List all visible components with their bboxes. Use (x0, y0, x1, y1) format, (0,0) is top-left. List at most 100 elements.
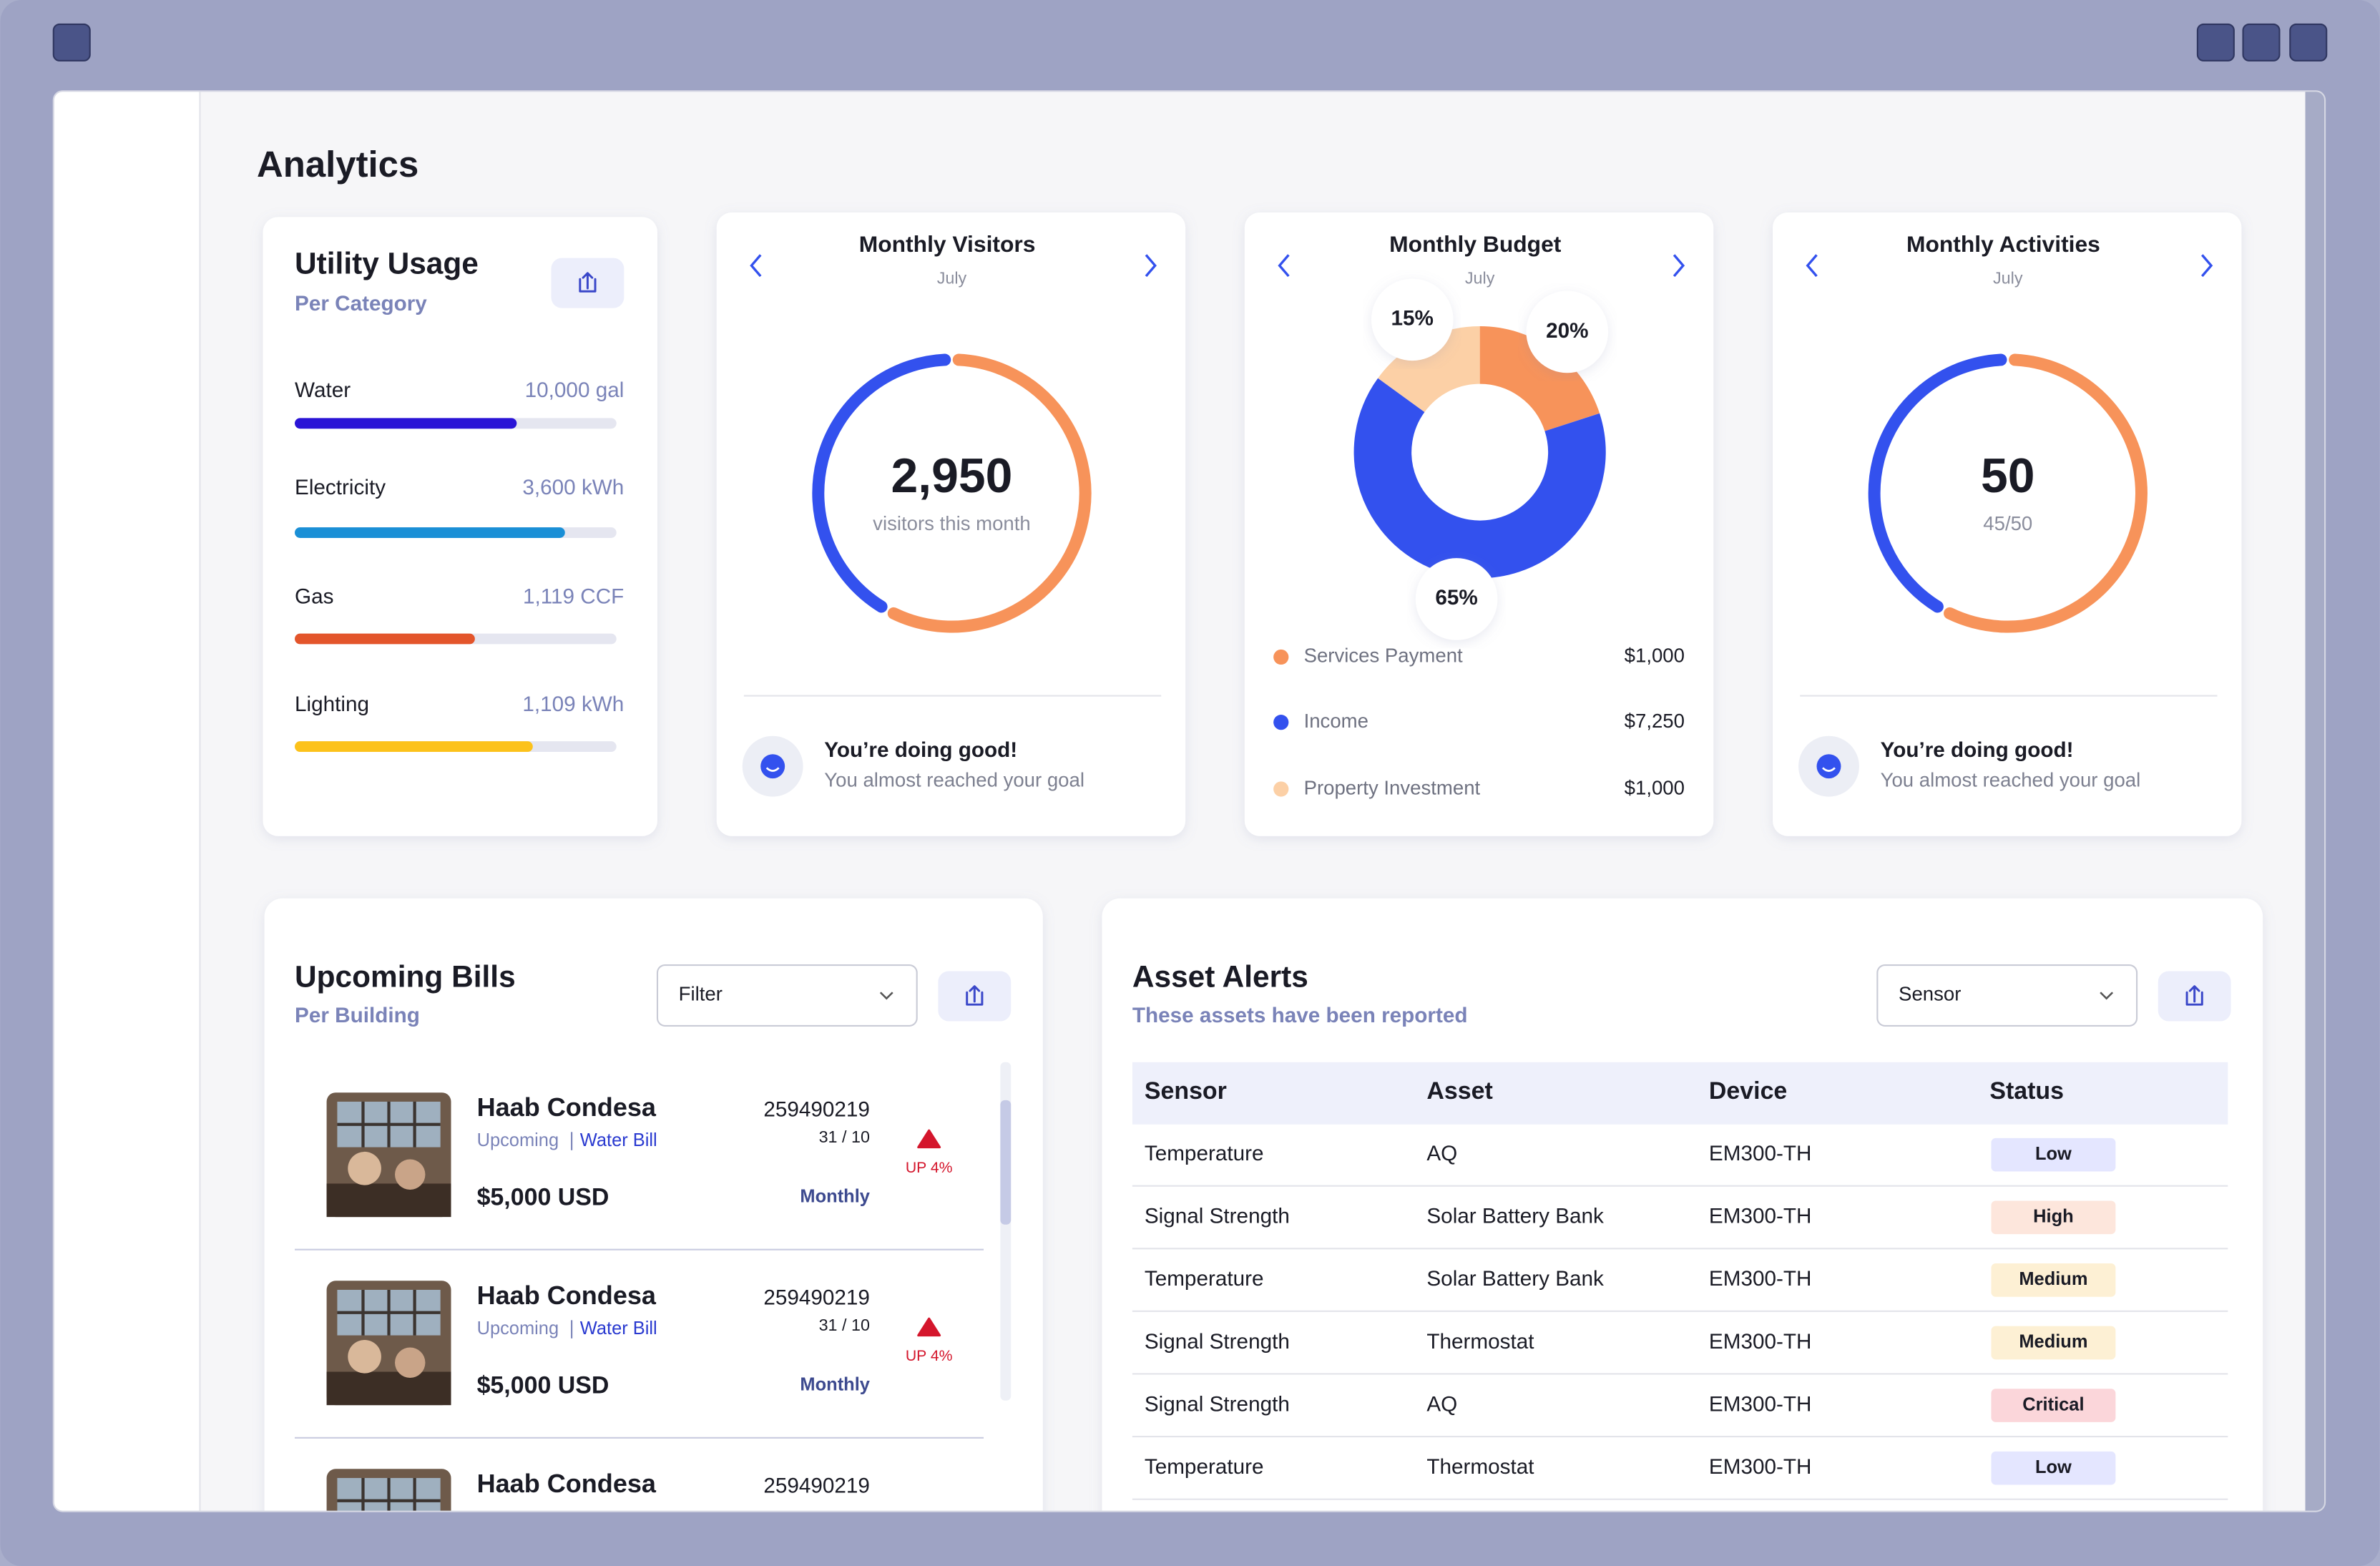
bill-photo-detail (337, 1477, 441, 1512)
cell: Solar Battery Bank (1426, 1267, 1604, 1291)
next-arrow[interactable] (1673, 254, 1685, 278)
bill-type: Water Bill (580, 1130, 657, 1150)
status-label: High (2033, 1206, 2074, 1226)
card-title: Monthly Visitors (859, 231, 1036, 257)
up-icon (917, 1129, 941, 1149)
smiley-face (765, 767, 780, 772)
status-badge (1991, 1200, 2116, 1235)
bill-name: Haab Condesa (477, 1281, 657, 1310)
smiley-face (1822, 767, 1836, 772)
bill-photo-counter (326, 1371, 451, 1406)
column-header: Device (1709, 1077, 1787, 1105)
usage-bar (295, 741, 533, 753)
cell: Solar Battery Bank (1426, 1205, 1604, 1228)
bill-id: 259490219 (763, 1098, 870, 1122)
goal-message: You’re doing good! (824, 738, 1017, 762)
prev-arrow[interactable] (750, 254, 762, 278)
goal-note: You almost reached your goal (1881, 769, 2141, 791)
percent-label: 15% (1391, 307, 1434, 331)
page-title: Analytics (257, 144, 418, 185)
ring-value: 50 (1981, 449, 2034, 503)
usage-name: Water (295, 378, 351, 402)
window-control[interactable] (2196, 23, 2235, 62)
usage-name: Gas (295, 585, 333, 609)
status-badge (1991, 1263, 2116, 1297)
card-subtitle: Per Building (295, 1004, 420, 1027)
dropdown-label: Sensor (1899, 983, 1961, 1005)
dropdown[interactable] (1876, 964, 2138, 1027)
card-subtitle: Per Category (295, 292, 427, 315)
usage-value: 3,600 kWh (522, 476, 624, 499)
ring-caption: visitors this month (873, 512, 1031, 534)
bill-frequency: Monthly (800, 1374, 870, 1394)
cell: EM300-TH (1709, 1142, 1812, 1165)
share-icon (2185, 985, 2203, 1006)
legend-name: Property Investment (1304, 776, 1481, 798)
goal-message: You’re doing good! (1881, 738, 2074, 762)
scrollbar (2305, 91, 2326, 1512)
status-badge (1991, 1451, 2116, 1485)
share-icon (966, 985, 984, 1006)
chevron (2100, 992, 2114, 1000)
percent-bubble (1371, 278, 1454, 361)
donut-segment (1378, 326, 1481, 413)
cell: Temperature (1145, 1142, 1264, 1165)
card-title: Upcoming Bills (295, 959, 516, 993)
percent-label: 65% (1435, 586, 1477, 610)
ring-value: 2,950 (891, 449, 1013, 503)
next-arrow[interactable] (1145, 254, 1157, 278)
ring-arc (812, 353, 951, 613)
bill-status: Upcoming (477, 1318, 559, 1339)
status-label: Critical (2022, 1394, 2084, 1414)
usage-value: 1,119 CCF (523, 585, 624, 609)
percent-label: 20% (1546, 319, 1588, 343)
usage-bar (295, 633, 475, 645)
ring-arc (1944, 353, 2148, 633)
sidebar (53, 91, 200, 1512)
next-arrow[interactable] (2201, 254, 2213, 278)
status-badge (1991, 1137, 2116, 1172)
legend-name: Services Payment (1304, 645, 1463, 667)
legend-amount: $7,250 (1625, 710, 1685, 732)
legend-dot (1273, 781, 1289, 797)
card-subtitle: July (1993, 268, 2023, 287)
ring-arc (887, 353, 1092, 633)
status-badge (1991, 1326, 2116, 1360)
prev-arrow[interactable] (1278, 254, 1290, 278)
card (264, 898, 1043, 1512)
cell: Temperature (1145, 1267, 1264, 1291)
cell: EM300-TH (1709, 1392, 1812, 1416)
status-badge (1991, 1389, 2116, 1422)
donut-segment (1353, 378, 1606, 579)
bill-frequency: Monthly (800, 1186, 870, 1206)
column-header: Asset (1426, 1077, 1492, 1105)
bill-photo-person (348, 1151, 381, 1185)
bill-name: Haab Condesa (477, 1469, 657, 1498)
window-border (52, 90, 2326, 1512)
status-label: Low (2035, 1457, 2072, 1477)
scroll-thumb (1000, 1100, 1012, 1225)
bill-type: Water Bill (580, 1318, 657, 1339)
prev-arrow[interactable] (1806, 254, 1818, 278)
card (263, 217, 657, 836)
goal-note: You almost reached your goal (824, 769, 1084, 791)
window-control[interactable] (2289, 23, 2328, 62)
cell: Signal Strength (1145, 1330, 1290, 1354)
bill-photo-person (348, 1339, 381, 1374)
bill-id: 259490219 (763, 1474, 870, 1498)
bill-photo-detail (337, 1101, 441, 1147)
cell: EM300-TH (1709, 1205, 1812, 1228)
chevron (879, 992, 893, 1000)
bill-photo-person (395, 1347, 426, 1378)
bill-amount: $5,000 USD (477, 1184, 609, 1211)
bill-photo-detail (337, 1289, 441, 1336)
cell: AQ (1426, 1392, 1457, 1416)
bill-change: UP 4% (906, 1160, 953, 1176)
cell: Thermostat (1426, 1330, 1534, 1354)
bill-status: Upcoming (477, 1130, 559, 1150)
usage-value: 1,109 kWh (522, 693, 624, 716)
bill-amount: $5,000 USD (477, 1372, 609, 1399)
window-control[interactable] (2242, 23, 2281, 62)
dropdown[interactable] (656, 964, 918, 1027)
